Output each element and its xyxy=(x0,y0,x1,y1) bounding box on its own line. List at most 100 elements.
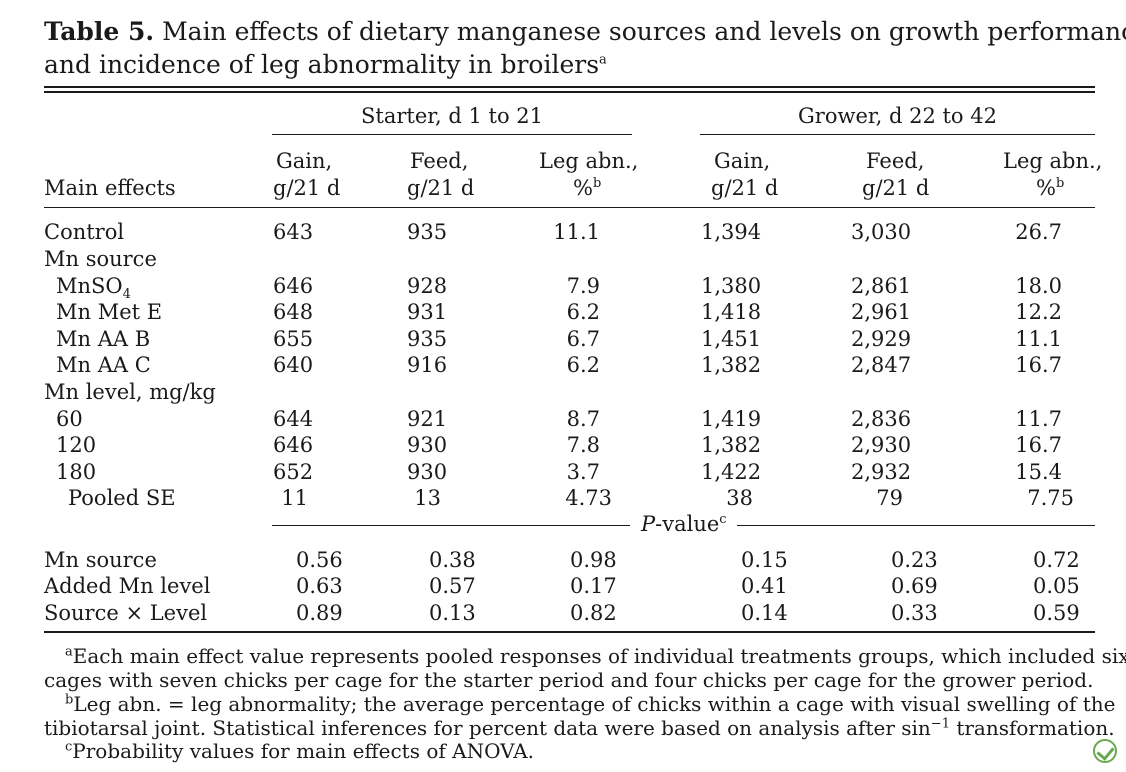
cell-starter-leg: 4.73 xyxy=(565,486,612,510)
cell-starter-gain: 11 xyxy=(281,486,308,510)
footnote-b-line2: tibiotarsal joint. Statistical inference… xyxy=(44,716,1115,740)
col-header-main-effects: Main effects xyxy=(44,176,176,200)
cell-grower-gain: 1,451 xyxy=(701,327,762,351)
pcell-starter-feed: 0.57 xyxy=(429,574,476,598)
cell-starter-gain: 646 xyxy=(273,433,314,457)
pvalue-rule-right xyxy=(737,525,1095,527)
row-label: MnSO4 xyxy=(56,274,131,303)
cell-starter-gain: 644 xyxy=(273,407,314,431)
cell-grower-feed: 2,961 xyxy=(851,300,912,324)
cell-grower-gain: 1,418 xyxy=(701,300,762,324)
cell-grower-gain: 1,382 xyxy=(701,433,762,457)
starter-underline xyxy=(272,134,632,136)
col-header-grower-leg-unit: %b xyxy=(1036,176,1065,200)
cell-grower-gain: 1,394 xyxy=(701,220,762,244)
pvalue-header: P-valuec xyxy=(641,512,727,536)
cell-starter-leg: 7.8 xyxy=(566,433,600,457)
prow-label: Mn source xyxy=(44,548,157,572)
cell-grower-feed: 2,932 xyxy=(851,460,912,484)
cell-grower-leg: 11.7 xyxy=(1015,407,1062,431)
footnote-b-line1: bLeg abn. = leg abnormality; the average… xyxy=(65,692,1116,716)
cell-grower-gain: 1,419 xyxy=(701,407,762,431)
cell-grower-leg: 18.0 xyxy=(1015,274,1062,298)
cell-grower-leg: 16.7 xyxy=(1015,353,1062,377)
col-header-starter-feed-unit: g/21 d xyxy=(407,176,475,200)
row-label: 60 xyxy=(56,407,83,431)
cell-grower-feed: 79 xyxy=(876,486,903,510)
table-title-line2: and incidence of leg abnormality in broi… xyxy=(44,50,607,79)
pcell-starter-gain: 0.56 xyxy=(296,548,343,572)
cell-starter-feed: 935 xyxy=(407,220,448,244)
col-header-grower-leg: Leg abn., xyxy=(1003,149,1103,173)
cell-starter-feed: 930 xyxy=(407,460,448,484)
prow-label: Source × Level xyxy=(44,601,208,625)
title-footnote-mark: a xyxy=(599,52,607,68)
row-label: Control xyxy=(44,220,125,244)
pcell-starter-leg: 0.17 xyxy=(570,574,617,598)
cell-starter-gain: 648 xyxy=(273,300,314,324)
cell-grower-leg: 12.2 xyxy=(1015,300,1062,324)
row-label: Mn AA C xyxy=(56,353,151,377)
cell-starter-feed: 930 xyxy=(407,433,448,457)
cell-grower-feed: 2,861 xyxy=(851,274,912,298)
col-header-grower-gain-unit: g/21 d xyxy=(711,176,779,200)
cell-starter-feed: 916 xyxy=(407,353,448,377)
cell-starter-leg: 3.7 xyxy=(566,460,600,484)
col-header-grower-feed: Feed, xyxy=(866,149,925,173)
pcell-grower-gain: 0.15 xyxy=(741,548,788,572)
cell-starter-gain: 646 xyxy=(273,274,314,298)
col-header-starter-feed: Feed, xyxy=(410,149,469,173)
footnote-c: cProbability values for main effects of … xyxy=(65,739,535,763)
cell-grower-leg: 15.4 xyxy=(1015,460,1062,484)
pcell-grower-gain: 0.41 xyxy=(741,574,788,598)
col-header-starter-gain-unit: g/21 d xyxy=(273,176,341,200)
prow-label: Added Mn level xyxy=(44,574,211,598)
pcell-grower-gain: 0.14 xyxy=(741,601,788,625)
table-label: Table 5. xyxy=(44,17,155,46)
grower-underline xyxy=(700,134,1095,136)
footnote-a-line1: aEach main effect value represents poole… xyxy=(65,644,1126,668)
pcell-starter-leg: 0.98 xyxy=(570,548,617,572)
cell-grower-leg: 11.1 xyxy=(1015,327,1062,351)
cell-grower-leg: 7.75 xyxy=(1027,486,1074,510)
cell-grower-feed: 2,930 xyxy=(851,433,912,457)
cell-starter-leg: 6.2 xyxy=(566,353,600,377)
section-label-mn-level: Mn level, mg/kg xyxy=(44,380,216,404)
footnote-a-line2: cages with seven chicks per cage for the… xyxy=(44,668,1094,692)
cell-grower-gain: 38 xyxy=(726,486,753,510)
cell-starter-feed: 928 xyxy=(407,274,448,298)
cell-grower-feed: 2,847 xyxy=(851,353,912,377)
pcell-starter-feed: 0.38 xyxy=(429,548,476,572)
section-label-mn-source: Mn source xyxy=(44,247,157,271)
pcell-grower-leg: 0.05 xyxy=(1033,574,1080,598)
cell-starter-gain: 655 xyxy=(273,327,314,351)
pcell-grower-leg: 0.72 xyxy=(1033,548,1080,572)
col-header-grower-gain: Gain, xyxy=(714,149,771,173)
cell-starter-gain: 640 xyxy=(273,353,314,377)
pcell-starter-gain: 0.89 xyxy=(296,601,343,625)
cell-starter-feed: 921 xyxy=(407,407,448,431)
pcell-starter-gain: 0.63 xyxy=(296,574,343,598)
bottom-rule xyxy=(44,631,1095,633)
cell-starter-leg: 7.9 xyxy=(566,274,600,298)
pcell-grower-feed: 0.33 xyxy=(891,601,938,625)
cell-starter-leg: 11.1 xyxy=(553,220,600,244)
cell-grower-feed: 3,030 xyxy=(851,220,912,244)
group-header-starter: Starter, d 1 to 21 xyxy=(361,104,543,128)
pcell-grower-leg: 0.59 xyxy=(1033,601,1080,625)
cell-starter-leg: 6.2 xyxy=(566,300,600,324)
cell-starter-feed: 935 xyxy=(407,327,448,351)
cell-grower-feed: 2,836 xyxy=(851,407,912,431)
cell-grower-leg: 16.7 xyxy=(1015,433,1062,457)
cell-starter-feed: 931 xyxy=(407,300,448,324)
group-header-grower: Grower, d 22 to 42 xyxy=(798,104,997,128)
pcell-grower-feed: 0.69 xyxy=(891,574,938,598)
header-rule xyxy=(44,207,1095,209)
row-label: 180 xyxy=(56,460,97,484)
row-label-pooled-se: Pooled SE xyxy=(68,486,176,510)
col-header-starter-gain: Gain, xyxy=(276,149,333,173)
col-header-starter-leg: Leg abn., xyxy=(539,149,639,173)
row-label: Mn AA B xyxy=(56,327,151,351)
row-label: Mn Met E xyxy=(56,300,163,324)
cell-grower-gain: 1,422 xyxy=(701,460,762,484)
